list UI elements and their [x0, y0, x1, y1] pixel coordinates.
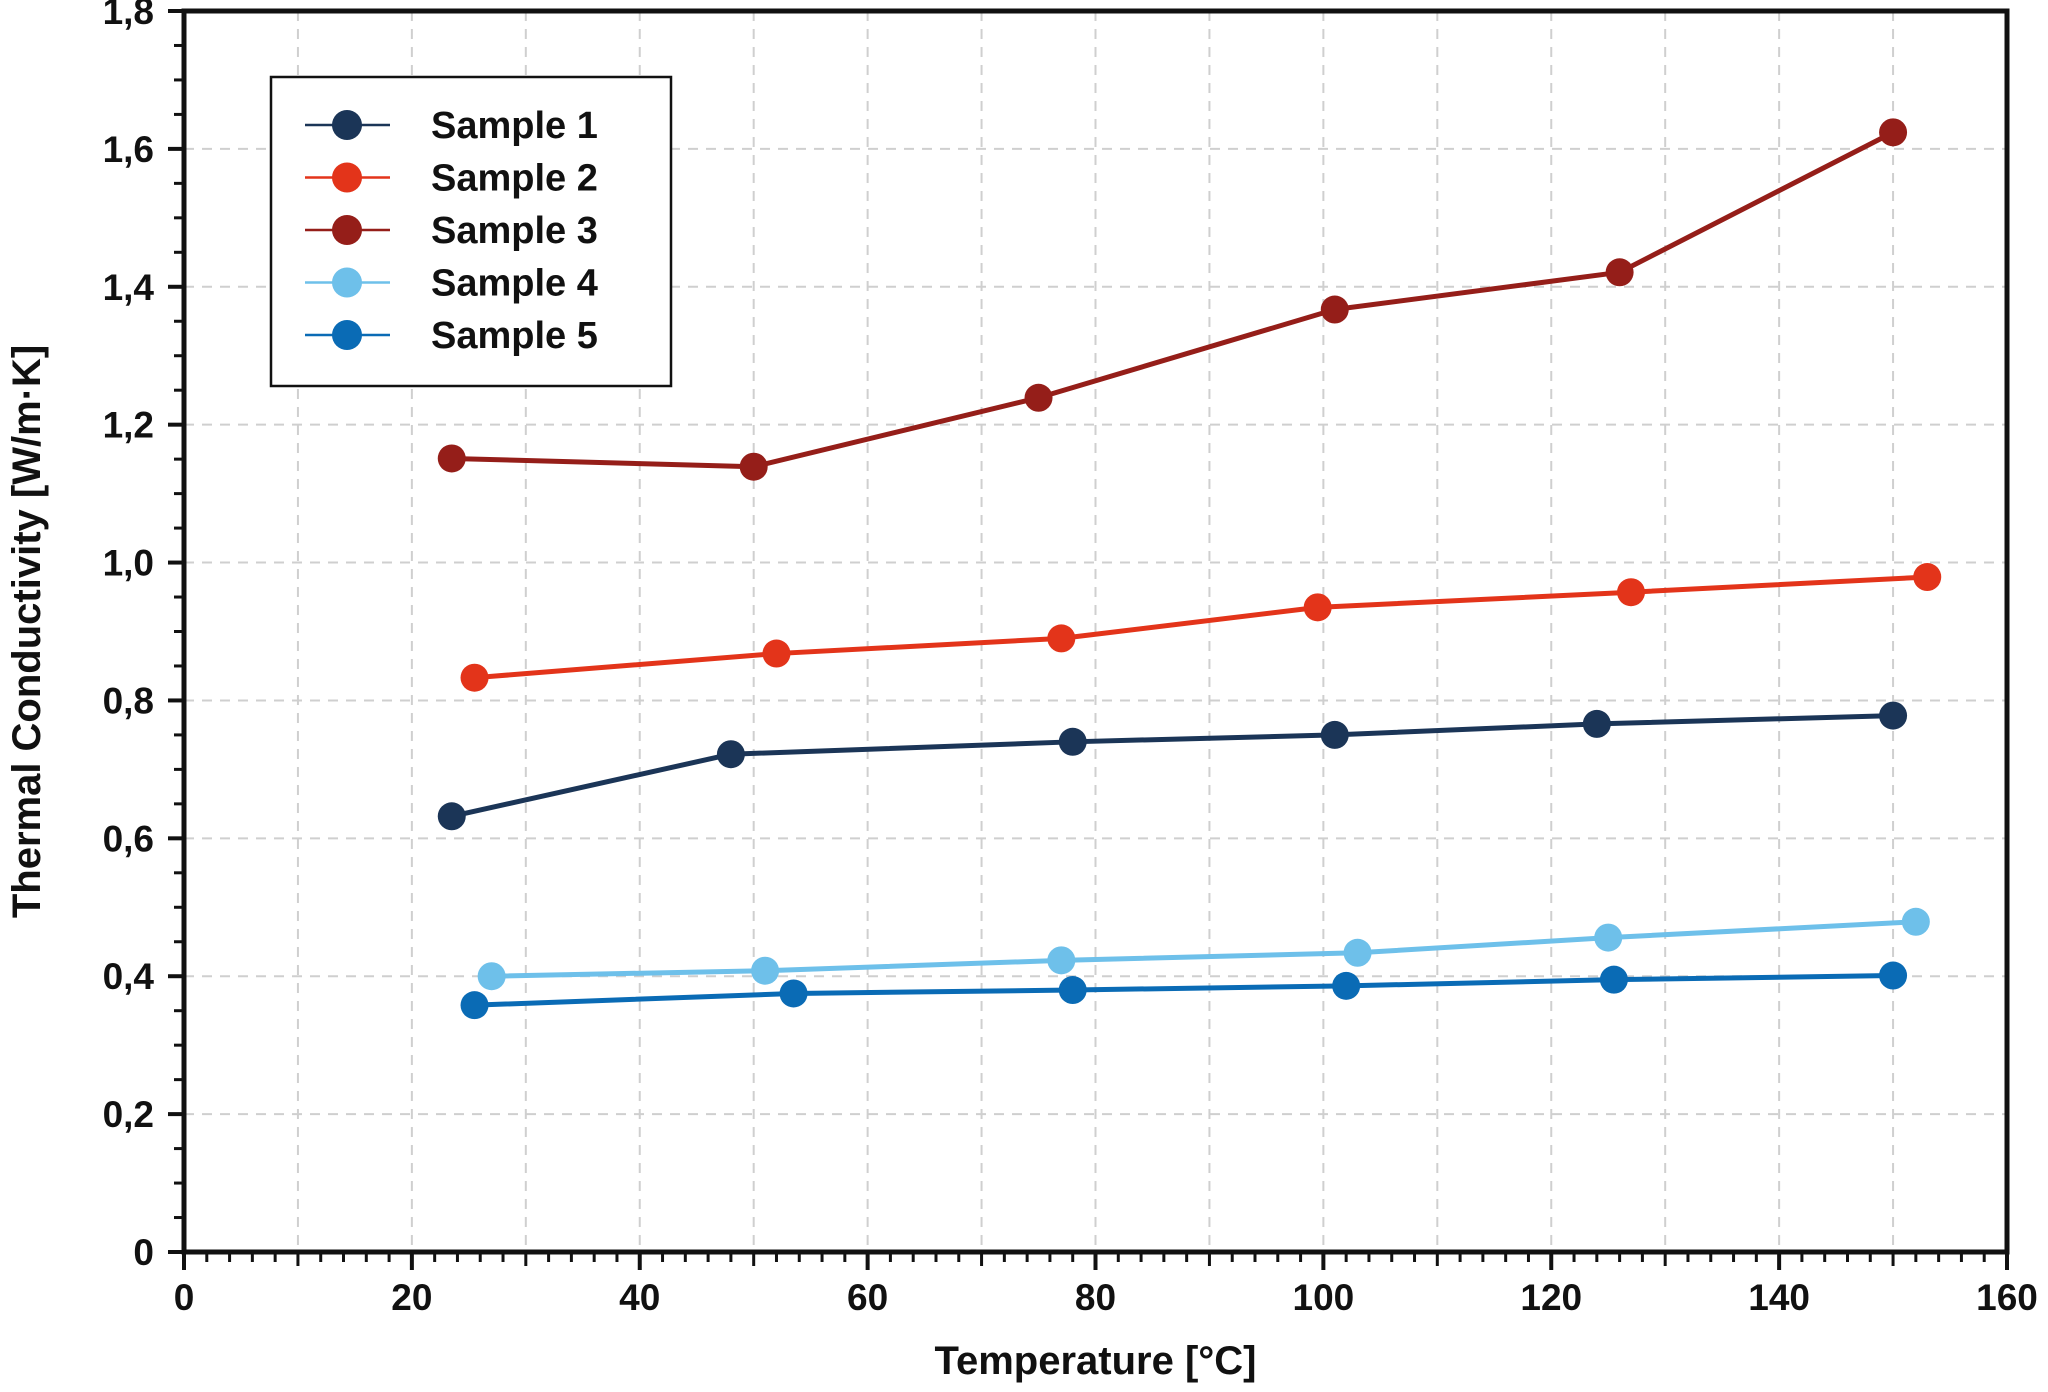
data-series: [437, 118, 1942, 1020]
legend-item: Sample 3: [305, 210, 598, 252]
data-point: [477, 962, 506, 991]
x-tick-labels: 0 20 40 60 80 100 120 140 160: [174, 1277, 2038, 1318]
plot-frame: [181, 8, 2010, 1255]
y-axis-label: Thermal Conductivity [W/m·K]: [5, 345, 49, 918]
y-tick-label: 0,8: [103, 680, 154, 721]
data-point: [762, 639, 791, 668]
data-point: [1605, 258, 1634, 287]
legend-label: Sample 2: [431, 158, 598, 200]
series-2: [460, 563, 1942, 692]
x-tick-label: 140: [1748, 1277, 1810, 1318]
legend: Sample 1 Sample 2 Sample 3 Sample 4 Sample 5: [269, 75, 673, 388]
data-point: [1320, 295, 1349, 324]
series-4: [477, 907, 1930, 991]
data-point: [1594, 923, 1623, 952]
x-tick-label: 80: [1075, 1277, 1116, 1318]
legend-marker: [332, 162, 362, 193]
data-point: [1913, 563, 1942, 592]
series-line: [449, 713, 1896, 819]
data-point: [437, 444, 466, 473]
series-3: [437, 118, 1908, 481]
data-point: [751, 956, 780, 985]
data-point: [1332, 971, 1361, 1000]
x-tick-label: 160: [1976, 1277, 2038, 1318]
series-line: [489, 919, 1919, 979]
data-point: [739, 452, 768, 481]
data-point: [460, 663, 489, 692]
legend-label: Sample 3: [431, 210, 598, 252]
x-tick-label: 100: [1293, 1277, 1355, 1318]
legend-item: Sample 4: [305, 263, 598, 305]
series-line: [472, 973, 1896, 1008]
data-point: [1599, 965, 1628, 994]
y-tick-labels: 0 0,2 0,4 0,6 0,8 1,0 1,2 1,4 1,6 1,8: [103, 0, 155, 1273]
y-tick-label: 0,6: [103, 818, 154, 859]
legend-marker: [332, 215, 362, 245]
data-point: [1617, 578, 1646, 607]
data-point: [1047, 624, 1076, 653]
data-point: [437, 802, 466, 831]
legend-label: Sample 4: [431, 263, 598, 305]
y-tick-label: 0: [133, 1232, 154, 1273]
series-5: [460, 961, 1908, 1020]
grid: [184, 11, 2007, 1252]
legend-label: Sample 1: [431, 105, 598, 147]
data-point: [1343, 938, 1372, 967]
data-point: [1047, 946, 1076, 975]
data-point: [460, 991, 489, 1020]
series-line: [449, 129, 1896, 470]
legend-item: Sample 1: [305, 105, 598, 147]
y-tick-label: 1,4: [103, 267, 155, 308]
y-tick-label: 1,6: [103, 129, 154, 170]
y-tick-label: 1,8: [103, 0, 154, 32]
data-point: [1879, 961, 1908, 990]
data-point: [1901, 907, 1930, 936]
data-point: [716, 740, 745, 769]
x-tick-label: 40: [619, 1277, 660, 1318]
x-tick-label: 60: [847, 1277, 888, 1318]
legend-label: Sample 5: [431, 315, 598, 357]
series-line: [472, 574, 1930, 681]
y-tick-label: 1,2: [103, 405, 154, 446]
data-point: [1582, 709, 1611, 738]
y-tick-label: 1,0: [103, 543, 154, 584]
legend-item: Sample 5: [305, 315, 598, 357]
x-tick-label: 0: [174, 1277, 195, 1318]
data-point: [1303, 593, 1332, 622]
data-point: [1058, 976, 1087, 1005]
legend-marker: [332, 110, 362, 140]
y-tick-label: 0,2: [103, 1094, 154, 1135]
data-point: [1024, 383, 1053, 412]
x-axis-label: Temperature [°C]: [935, 1339, 1257, 1383]
series-1: [437, 701, 1908, 831]
y-tick-label: 0,4: [103, 956, 155, 997]
legend-marker: [332, 320, 362, 350]
legend-marker: [332, 267, 362, 298]
legend-item: Sample 2: [305, 158, 598, 200]
data-point: [1879, 701, 1908, 730]
x-tick-label: 20: [391, 1277, 432, 1318]
x-tick-label: 120: [1520, 1277, 1582, 1318]
data-point: [1320, 720, 1349, 749]
data-point: [779, 979, 808, 1008]
data-point: [1879, 118, 1908, 147]
data-point: [1058, 727, 1087, 756]
